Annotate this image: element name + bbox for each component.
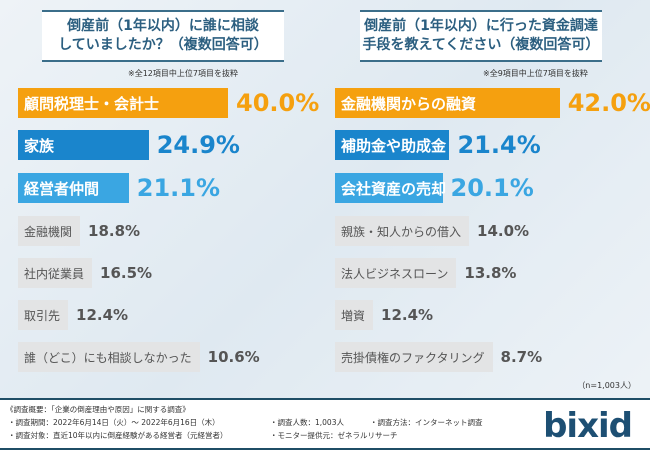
data-label: 16.5% <box>100 264 153 282</box>
bar: 補助金や助成金 <box>335 130 450 160</box>
bar-row: 経営者仲間 21.1% <box>18 173 220 203</box>
bar: 親族・知人からの借入 <box>335 216 470 246</box>
left-chart-title: 倒産前（1年以内）に誰に相談 していましたか？（複数回答可） <box>42 10 284 62</box>
bar: 会社資産の売却 <box>335 173 446 203</box>
left-note: ※全12項目中上位7項目を抜粋 <box>128 69 238 78</box>
title-line: 手段を教えてください（複数回答可） <box>362 37 600 53</box>
data-label: 18.8% <box>88 222 141 240</box>
bar-row: 誰（どこ）にも相談しなかった 10.6% <box>18 342 260 372</box>
bar-row: 金融機関からの融資 42.0% <box>335 88 650 118</box>
title-line: していましたか？（複数回答可） <box>58 37 268 53</box>
bar: 取引先 <box>18 300 69 330</box>
bar-row: 顧問税理士・会計士 40.0% <box>18 88 319 118</box>
data-label: 21.4% <box>457 131 541 159</box>
title-line: 倒産前（1年以内）に行った資金調達 <box>364 18 598 34</box>
bar-row: 親族・知人からの借入 14.0% <box>335 216 529 246</box>
bar-row: 金融機関 18.8% <box>18 216 140 246</box>
bar-row: 会社資産の売却 20.1% <box>335 173 534 203</box>
bar: 金融機関からの融資 <box>335 88 560 118</box>
bar-row: 法人ビジネスローン 13.8% <box>335 258 516 288</box>
data-label: 20.1% <box>450 174 534 202</box>
title-line: 倒産前（1年以内）に誰に相談 <box>67 18 259 34</box>
sample-size: （n=1,003人） <box>577 381 636 390</box>
right-chart-title: 倒産前（1年以内）に行った資金調達 手段を教えてください（複数回答可） <box>360 10 602 62</box>
data-label: 12.4% <box>76 306 129 324</box>
left-chart: 倒産前（1年以内）に誰に相談 していましたか？（複数回答可） ※全12項目中上位7… <box>0 0 325 395</box>
bar-row: 増資 12.4% <box>335 300 433 330</box>
survey-footer: 《調査概要：「企業の倒産理由や原因」に関する調査》 ・調査期間：2022年6月1… <box>0 398 650 450</box>
bixid-logo: bixid <box>543 406 633 446</box>
bar-row: 売掛債権のファクタリング 8.7% <box>335 342 542 372</box>
bar: 家族 <box>18 130 149 160</box>
data-label: 24.9% <box>156 131 240 159</box>
bar-row: 補助金や助成金 21.4% <box>335 130 541 160</box>
right-note: ※全9項目中上位7項目を抜粋 <box>483 69 588 78</box>
bar: 経営者仲間 <box>18 173 129 203</box>
bar: 金融機関 <box>18 216 81 246</box>
bar: 社内従業員 <box>18 258 93 288</box>
data-label: 8.7% <box>500 348 543 366</box>
bar-row: 社内従業員 16.5% <box>18 258 152 288</box>
bar: 売掛債権のファクタリング <box>335 342 493 372</box>
survey-provider: ・モニター提供元：ゼネラルリサーチ <box>270 431 398 440</box>
bar-row: 家族 24.9% <box>18 130 240 160</box>
bar: 誰（どこ）にも相談しなかった <box>18 342 200 372</box>
survey-heading: 《調査概要：「企業の倒産理由や原因」に関する調査》 <box>6 405 190 414</box>
data-label: 21.1% <box>136 174 221 202</box>
data-label: 14.0% <box>477 222 530 240</box>
bar: 増資 <box>335 300 374 330</box>
bar: 顧問税理士・会計士 <box>18 88 228 118</box>
survey-target: ・調査対象：直近10年以内に倒産経験がある経営者（元経営者） <box>8 431 228 440</box>
data-label: 12.4% <box>381 306 434 324</box>
survey-method: ・調査方法：インターネット調査 <box>370 418 483 427</box>
bar-row: 取引先 12.4% <box>18 300 128 330</box>
data-label: 13.8% <box>464 264 517 282</box>
data-label: 10.6% <box>207 348 260 366</box>
survey-count: ・調査人数：1,003人 <box>270 418 344 427</box>
survey-period: ・調査期間：2022年6月14日（火）～ 2022年6月16日（木） <box>8 418 220 427</box>
data-label: 42.0% <box>567 89 650 117</box>
right-chart: 倒産前（1年以内）に行った資金調達 手段を教えてください（複数回答可） ※全9項目… <box>325 0 650 395</box>
bar: 法人ビジネスローン <box>335 258 457 288</box>
data-label: 40.0% <box>236 89 320 117</box>
